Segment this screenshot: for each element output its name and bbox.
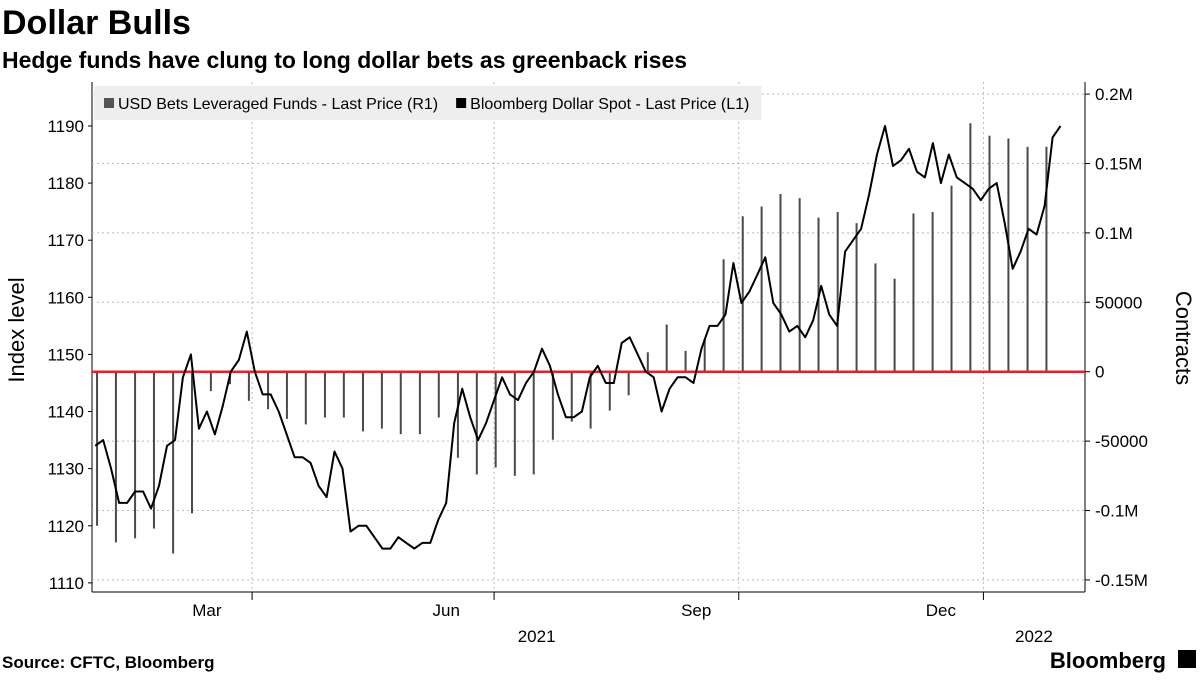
bar — [285, 371, 288, 419]
x-tick-label: Dec — [926, 601, 957, 620]
bar — [703, 338, 706, 372]
y-axis-title: Index level — [4, 277, 29, 382]
bar — [627, 371, 630, 396]
y2-tick-label: 0.2M — [1095, 85, 1133, 104]
x-tick-label: Mar — [192, 601, 222, 620]
chart-subtitle: Hedge funds have clung to long dollar be… — [2, 47, 687, 73]
y-tick-label: 1120 — [47, 517, 84, 536]
bar — [779, 194, 782, 372]
bar — [342, 371, 345, 418]
bar — [589, 371, 592, 429]
bar — [855, 223, 858, 372]
y2-tick-label: -0.15M — [1095, 571, 1148, 590]
y2-tick-label: 50000 — [1095, 293, 1142, 312]
bar — [475, 371, 478, 475]
brand-icon — [1178, 650, 1196, 668]
bar — [96, 371, 99, 526]
y2-tick-label: -0.1M — [1095, 502, 1138, 521]
bar — [380, 371, 383, 429]
brand: Bloomberg — [1050, 648, 1166, 673]
bar — [931, 212, 934, 372]
x-year-label: 2021 — [518, 627, 556, 646]
bar — [874, 263, 877, 372]
y2-tick-label: -50000 — [1095, 432, 1148, 451]
bar — [267, 371, 270, 410]
legend-label: Bloomberg Dollar Spot - Last Price (L1) — [470, 96, 749, 113]
x-tick-label: Jun — [433, 601, 460, 620]
bar — [608, 371, 611, 411]
bar — [114, 371, 117, 543]
bar — [570, 371, 573, 422]
y-tick-label: 1190 — [47, 117, 84, 136]
source: Source: CFTC, Bloomberg — [2, 653, 215, 672]
y-tick-label: 1140 — [47, 403, 84, 422]
bar — [152, 371, 155, 529]
y-tick-label: 1170 — [47, 231, 84, 250]
bar — [134, 371, 137, 539]
bar — [513, 371, 516, 476]
chart-title: Dollar Bulls — [2, 4, 191, 42]
y2-tick-label: 0.1M — [1095, 224, 1133, 243]
bar — [494, 371, 497, 468]
bar — [741, 216, 744, 372]
legend-swatch — [456, 98, 467, 108]
bar — [361, 371, 364, 432]
bar — [684, 350, 687, 372]
bar — [988, 135, 991, 372]
bar — [172, 371, 175, 554]
bar — [969, 123, 972, 372]
x-tick-label: Sep — [681, 601, 711, 620]
bar — [912, 213, 915, 372]
y-tick-label: 1150 — [47, 345, 84, 364]
bar — [247, 371, 250, 401]
bar — [1007, 138, 1010, 372]
legend-swatch — [104, 98, 114, 108]
bar — [1045, 146, 1048, 372]
bar — [760, 206, 763, 372]
bar — [532, 371, 535, 475]
bar — [665, 324, 668, 372]
y-tick-label: 1130 — [47, 460, 84, 479]
y2-tick-label: 0.15M — [1095, 154, 1142, 173]
y-tick-label: 1160 — [47, 288, 84, 307]
bar — [323, 371, 326, 418]
y2-axis-title: Contracts — [1171, 291, 1196, 385]
legend-background — [94, 86, 762, 120]
bar — [836, 212, 839, 372]
bar — [798, 198, 801, 372]
bar — [950, 185, 953, 372]
y-tick-label: 1110 — [49, 574, 84, 593]
bar — [304, 371, 307, 425]
bar — [646, 352, 649, 372]
bar — [190, 371, 193, 514]
bar — [1026, 146, 1029, 372]
y2-tick-label: 0 — [1095, 363, 1104, 382]
legend-label: USD Bets Leveraged Funds - Last Price (R… — [118, 96, 438, 113]
bar — [551, 371, 554, 440]
bar — [399, 371, 402, 435]
bar — [209, 371, 212, 392]
legend: USD Bets Leveraged Funds - Last Price (R… — [94, 86, 762, 120]
line — [94, 125, 1062, 550]
bar — [893, 278, 896, 372]
bar — [418, 371, 421, 435]
y-tick-label: 1180 — [47, 174, 84, 193]
bar — [437, 371, 440, 418]
bar — [456, 371, 459, 458]
x-year-label: 2022 — [1015, 627, 1053, 646]
